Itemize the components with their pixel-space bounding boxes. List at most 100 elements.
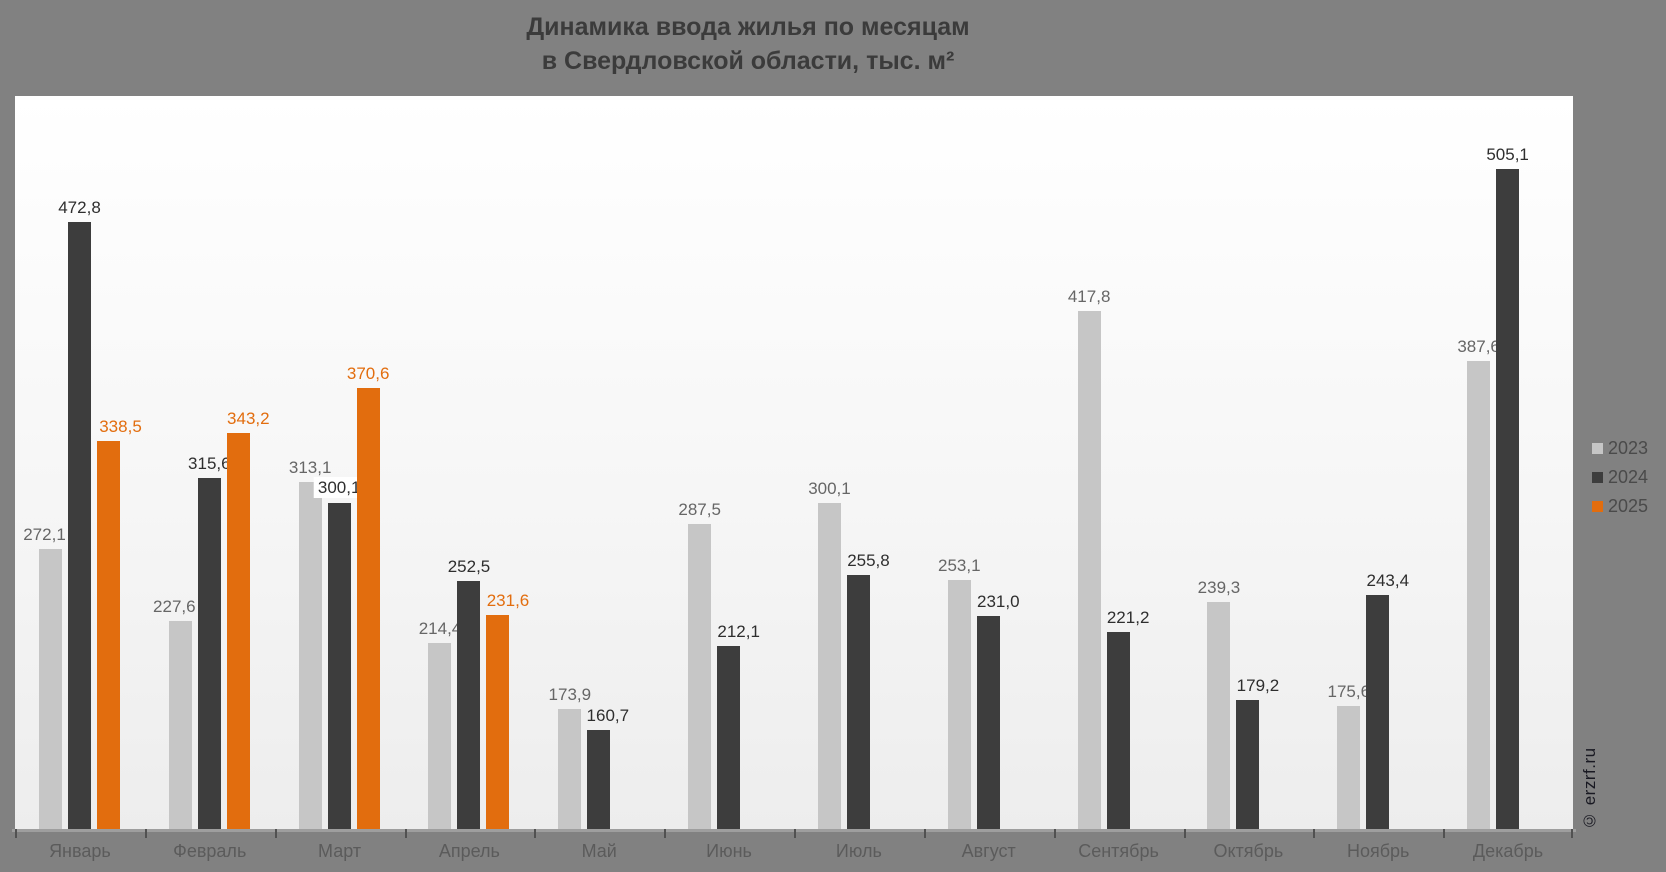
x-axis-tick-1: [145, 829, 147, 838]
bar-2023-Апрель[interactable]: [428, 643, 452, 829]
x-axis-tick-6: [794, 829, 796, 838]
bar-2025-Апрель[interactable]: [486, 615, 510, 829]
plot-area: 272,1 472,8 338,5 227,6 315,6 343,2 313,1 300,1…: [15, 96, 1573, 829]
legend-item-2024[interactable]: 2024: [1592, 463, 1648, 492]
x-axis-tick-2: [275, 829, 277, 838]
bar-group-7: 300,1 255,8: [794, 96, 924, 829]
bar-value-label-2023-Июнь: 287,5: [678, 500, 721, 519]
bar-2024-Август[interactable]: [976, 616, 1000, 829]
bar-value-label-2025-Январь: 338,5: [99, 417, 142, 436]
bar-value-label-2024-Декабрь: 505,1: [1486, 145, 1529, 164]
bar-value-label-2023-Март: 313,1: [288, 458, 332, 477]
bar-value-label-2023-Ноябрь: 175,6: [1327, 682, 1371, 701]
legend-label-2025: 2025: [1608, 496, 1649, 516]
bar-2025-Февраль[interactable]: [226, 433, 250, 829]
bar-group-6: 287,5 212,1: [664, 96, 794, 829]
bar-2023-Ноябрь[interactable]: [1337, 706, 1361, 829]
x-axis-tick-3: [405, 829, 407, 838]
chart-title-line2: в Свердловской области, тыс. м²: [541, 47, 955, 75]
bar-value-label-2024-Апрель: 252,5: [447, 557, 491, 576]
bar-value-label-2023-Июль: 300,1: [808, 479, 851, 498]
bar-group-9: 417,8 221,2: [1054, 96, 1184, 829]
x-axis-labels: Январь Февраль Март Апрель Май Июнь Июль Август…: [15, 840, 1573, 862]
x-axis-tick-12: [1571, 829, 1573, 838]
bar-2023-Август[interactable]: [947, 580, 971, 829]
chart-title-line1: Динамика ввода жилья по месяцам: [526, 13, 970, 41]
x-axis-label-Сентябрь: Сентябрь: [1078, 841, 1159, 861]
bar-value-label-2025-Апрель: 231,6: [486, 591, 530, 610]
x-axis-tick-11: [1443, 829, 1445, 838]
x-axis-tick-5: [664, 829, 666, 838]
bar-2023-Декабрь[interactable]: [1467, 361, 1491, 829]
bar-2023-Сентябрь[interactable]: [1077, 311, 1101, 829]
bar-value-label-2024-Октябрь: 179,2: [1236, 676, 1280, 695]
bar-2023-Октябрь[interactable]: [1207, 602, 1231, 829]
legend-swatch-2023: [1592, 443, 1603, 454]
bar-2024-Декабрь[interactable]: [1496, 169, 1520, 829]
x-axis-tick-10: [1313, 829, 1315, 838]
x-axis-tick-4: [534, 829, 536, 838]
legend-swatch-2025: [1592, 501, 1603, 512]
x-axis-label-Июль: Июль: [835, 841, 882, 861]
x-axis-ticks: [15, 829, 1573, 838]
x-axis-tick-0: [15, 829, 17, 838]
bar-value-label-2024-Август: 231,0: [977, 592, 1020, 611]
bar-2023-Май[interactable]: [558, 709, 582, 829]
bar-group-12: 387,6 505,1: [1443, 96, 1573, 829]
bar-2024-Июль[interactable]: [846, 575, 870, 829]
bar-group-8: 253,1 231,0: [924, 96, 1054, 829]
watermark-erzrf: © erzrf.ru: [1580, 747, 1599, 830]
x-axis-tick-9: [1184, 829, 1186, 838]
legend-label-2023: 2023: [1608, 438, 1649, 458]
legend-swatch-2024: [1592, 472, 1603, 483]
bar-value-label-2023-Февраль: 227,6: [153, 597, 196, 616]
x-axis-tick-7: [924, 829, 926, 838]
bar-value-label-2023-Сентябрь: 417,8: [1067, 287, 1111, 306]
bar-2024-Февраль[interactable]: [197, 478, 221, 829]
legend-item-2025[interactable]: 2025: [1592, 492, 1648, 521]
bar-value-label-2024-Март: 300,1: [313, 477, 365, 498]
legend-label-2024: 2024: [1608, 467, 1649, 487]
bar-value-label-2023-Январь: 272,1: [23, 525, 66, 544]
x-axis-label-Апрель: Апрель: [438, 841, 500, 861]
bar-value-label-2024-Ноябрь: 243,4: [1366, 571, 1410, 590]
x-axis-label-Февраль: Февраль: [173, 841, 247, 861]
bar-2024-Ноябрь[interactable]: [1366, 595, 1390, 829]
bar-group-2: 227,6 315,6 343,2: [145, 96, 275, 829]
bar-value-label-2023-Октябрь: 239,3: [1197, 578, 1241, 597]
bar-2023-Январь[interactable]: [39, 549, 62, 829]
x-axis-label-Май: Май: [581, 841, 617, 861]
bar-2024-Октябрь[interactable]: [1236, 700, 1260, 829]
bar-2023-Июль[interactable]: [817, 503, 841, 829]
bar-value-label-2023-Апрель: 214,4: [418, 619, 462, 638]
bar-2024-Апрель[interactable]: [457, 581, 481, 829]
x-axis-label-Март: Март: [318, 841, 362, 861]
bar-value-label-2025-Март: 370,6: [346, 364, 390, 383]
x-axis-label-Август: Август: [961, 841, 1016, 861]
bar-2024-Июнь[interactable]: [717, 646, 741, 829]
x-axis-label-Июнь: Июнь: [706, 841, 752, 861]
bar-2024-Май[interactable]: [587, 730, 611, 829]
chart-title: Динамика ввода жилья по месяцам в Свердл…: [0, 10, 1496, 78]
x-axis-label-Ноябрь: Ноябрь: [1346, 841, 1410, 861]
bar-2023-Февраль[interactable]: [168, 621, 192, 829]
bar-2024-Март[interactable]: [327, 503, 351, 829]
bar-2024-Январь[interactable]: [68, 222, 91, 829]
x-axis-label-Январь: Январь: [49, 841, 111, 861]
bar-group-3: 313,1 300,1 370,6: [275, 96, 405, 829]
bar-2025-Январь[interactable]: [97, 441, 120, 829]
x-axis-label-Октябрь: Октябрь: [1213, 841, 1284, 861]
x-axis-label-Декабрь: Декабрь: [1472, 841, 1544, 861]
bar-value-label-2023-Май: 173,9: [548, 685, 592, 704]
bar-2023-Июнь[interactable]: [688, 524, 712, 829]
bar-2023-Март[interactable]: [298, 482, 322, 829]
bar-value-label-2024-Сентябрь: 221,2: [1106, 608, 1150, 627]
bar-value-label-2023-Август: 253,1: [938, 556, 981, 575]
bar-group-5: 173,9 160,7: [534, 96, 664, 829]
bar-value-label-2024-Январь: 472,8: [58, 198, 101, 217]
bar-value-label-2023-Декабрь: 387,6: [1457, 337, 1500, 356]
bar-2025-Март[interactable]: [356, 388, 380, 829]
bar-2024-Сентябрь[interactable]: [1106, 632, 1130, 829]
legend-item-2023[interactable]: 2023: [1592, 434, 1648, 463]
